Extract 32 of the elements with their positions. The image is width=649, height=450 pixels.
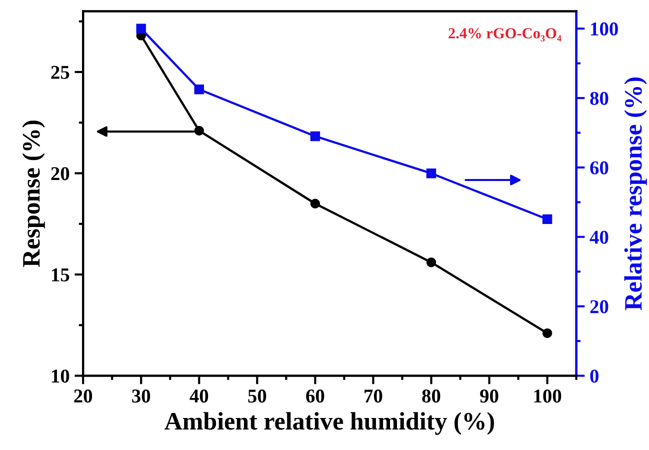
point	[542, 328, 552, 338]
x-axis-title: Ambient relative humidity (%)	[164, 412, 494, 435]
y2-axis-title: Relative response (%)	[624, 77, 647, 310]
x-tick-label: 60	[306, 390, 324, 403]
y2-tick-label: 40	[590, 230, 608, 244]
y-tick-label: 20	[51, 167, 70, 180]
point	[426, 168, 436, 178]
y2-tick-label: 80	[590, 92, 608, 105]
y2-tick-label: 100	[591, 22, 618, 36]
point	[310, 131, 320, 142]
y2-tick-label: 20	[590, 300, 608, 314]
x-tick-label: 20	[74, 390, 92, 403]
y-tick-label: 15	[52, 268, 70, 282]
x-tick-label: 100	[534, 390, 562, 403]
x-tick-label: 30	[132, 390, 150, 403]
y2-tick-label: 0	[590, 370, 598, 383]
x-tick-label: 80	[422, 390, 440, 403]
annotation: 2.4% rGO-Co₃O₄	[448, 28, 562, 42]
x-tick-label: 50	[248, 390, 266, 403]
point	[194, 126, 204, 136]
x-tick-label: 70	[364, 390, 382, 403]
y-tick-label: 25	[51, 66, 70, 79]
point	[542, 214, 552, 224]
y-tick-label: 10	[52, 370, 70, 383]
y2-tick-label: 60	[590, 161, 608, 174]
point	[136, 24, 146, 34]
point	[194, 84, 204, 94]
x-tick-label: 40	[190, 390, 208, 403]
point	[426, 257, 436, 268]
point	[310, 198, 320, 208]
x-tick-label: 90	[480, 390, 498, 403]
y-axis-title: Response (%)	[22, 120, 45, 268]
